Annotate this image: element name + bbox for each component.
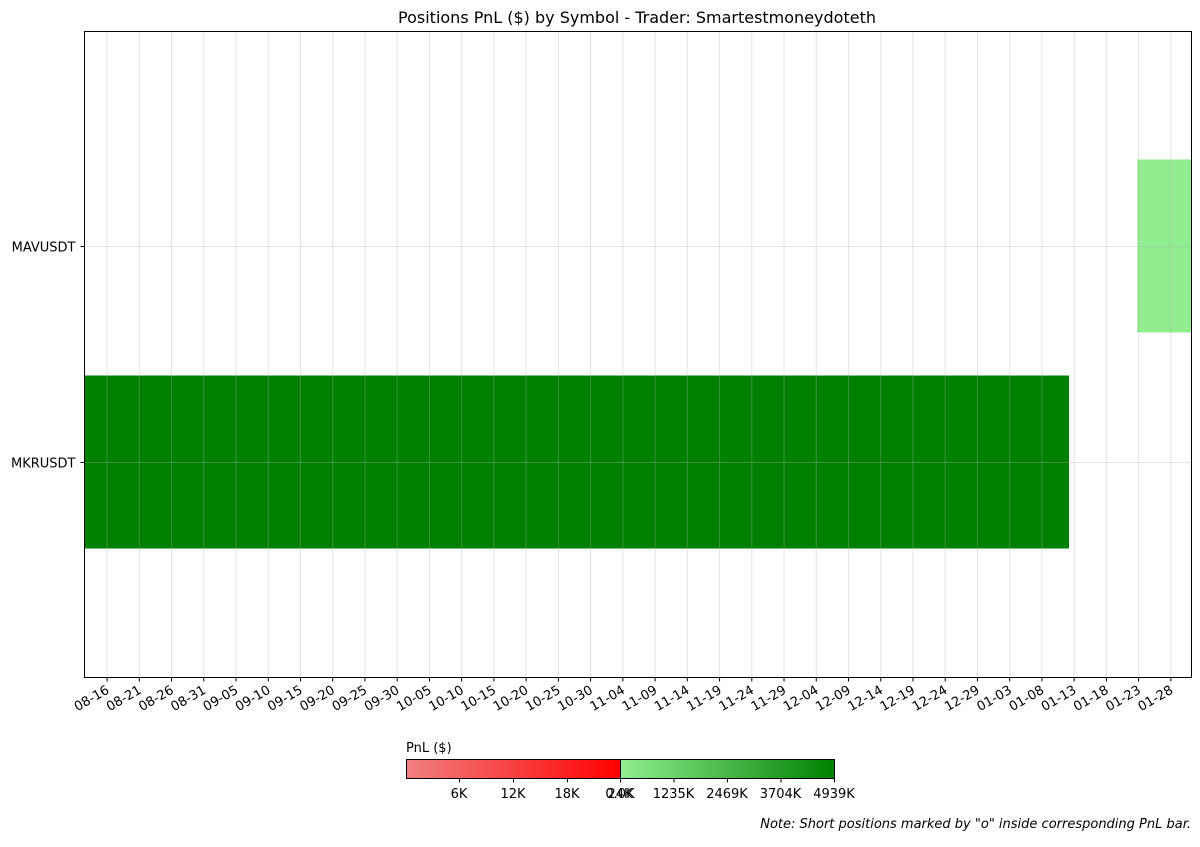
x-tick-label: 12-19 (878, 683, 918, 715)
x-tick-label: 09-20 (298, 683, 338, 715)
x-tick-label: 09-15 (265, 683, 305, 715)
x-axis: 08-1608-2108-2608-3109-0509-1009-1509-20… (72, 677, 1176, 715)
position-bar-mavusdt (1137, 159, 1192, 333)
x-tick-label: 10-30 (555, 683, 595, 715)
colorbar-profit-tick-label: 4939K (813, 787, 855, 802)
position-bars (84, 159, 1192, 549)
x-tick-label: 11-24 (717, 683, 757, 715)
x-tick-label: 08-26 (136, 683, 176, 715)
x-tick-label: 09-10 (233, 683, 273, 715)
x-tick-label: 09-05 (201, 683, 241, 715)
x-tick-label: 11-14 (652, 683, 692, 715)
x-tick-label: 12-24 (910, 683, 950, 715)
colorbar-loss-gradient (406, 759, 621, 779)
x-tick-label: 01-08 (1007, 683, 1047, 715)
x-tick-label: 08-21 (104, 683, 144, 715)
plot-frame (84, 31, 1192, 678)
chart-title: Positions PnL ($) by Symbol - Trader: Sm… (398, 8, 876, 27)
short-position-note: Note: Short positions marked by "o" insi… (760, 817, 1191, 832)
x-tick-label: 11-09 (620, 683, 660, 715)
x-tick-label: 10-10 (426, 683, 466, 715)
colorbar-label: PnL ($) (406, 741, 452, 756)
x-tick-label: 01-23 (1103, 683, 1143, 715)
x-tick-label: 12-14 (846, 683, 886, 715)
colorbar-profit-tick-label: 0.0K (605, 787, 635, 802)
x-tick-label: 10-25 (523, 683, 563, 715)
x-tick-label: 01-28 (1136, 683, 1176, 715)
colorbar-loss-tick-label: 6K (451, 787, 468, 802)
x-tick-label: 09-25 (330, 683, 370, 715)
x-tick-label: 01-13 (1039, 683, 1079, 715)
x-tick-label: 10-05 (394, 683, 434, 715)
colorbar-loss-tick-label: 12K (500, 787, 526, 802)
colorbar-profit-tick-label: 1235K (653, 787, 695, 802)
x-tick-label: 11-19 (684, 683, 724, 715)
y-tick-label: MKRUSDT (11, 457, 76, 472)
x-tick-label: 12-29 (942, 683, 982, 715)
x-tick-label: 11-04 (588, 683, 628, 715)
position-bar-mkrusdt (84, 375, 1070, 549)
colorbar-loss-tick-label: 24K (607, 787, 633, 802)
grid-lines (84, 31, 1192, 678)
x-tick-label: 08-16 (72, 683, 112, 715)
x-tick-label: 09-30 (362, 683, 402, 715)
x-tick-label: 12-04 (781, 683, 821, 715)
x-tick-label: 10-20 (491, 683, 531, 715)
colorbar-profit-tick-label: 2469K (706, 787, 748, 802)
x-tick-label: 12-09 (813, 683, 853, 715)
x-tick-label: 10-15 (459, 683, 499, 715)
colorbar-loss-tick-label: 18K (554, 787, 580, 802)
colorbar-profit-gradient (620, 759, 835, 779)
y-tick-label: MAVUSDT (12, 241, 76, 256)
x-tick-label: 11-29 (749, 683, 789, 715)
x-tick-label: 08-31 (169, 683, 209, 715)
colorbar-profit-tick-label: 3704K (760, 787, 802, 802)
y-axis: MAVUSDT MKRUSDT (11, 241, 85, 472)
x-tick-label: 01-03 (974, 683, 1014, 715)
x-tick-label: 01-18 (1071, 683, 1111, 715)
